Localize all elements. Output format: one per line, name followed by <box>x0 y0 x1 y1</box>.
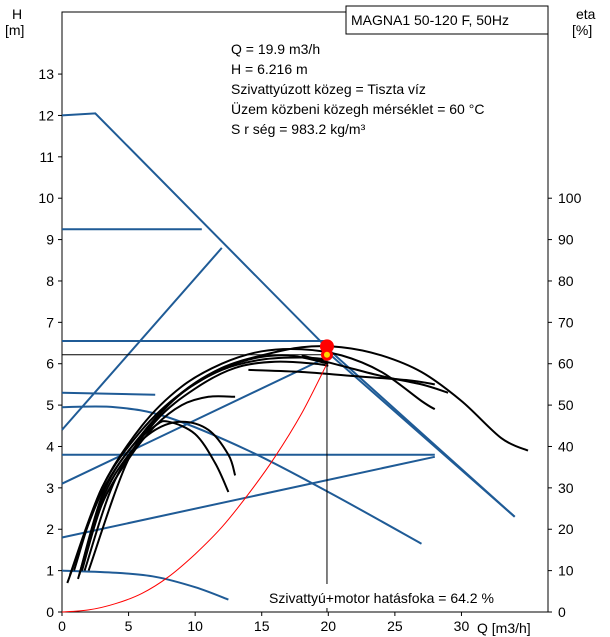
pump-curve <box>77 420 237 580</box>
left-tick-label: 3 <box>46 480 54 496</box>
info-density: S r ség = 983.2 kg/m³ <box>231 121 366 137</box>
duty-efficiency-marker <box>319 339 334 354</box>
right-tick-label: 40 <box>558 438 574 454</box>
duty-point-group <box>62 339 334 612</box>
left-tick-label: 7 <box>46 314 54 330</box>
left-tick-label: 13 <box>38 66 54 82</box>
efficiency-note: Szivattyú+motor hatásfoka = 64.2 % <box>269 590 494 606</box>
x-tick-label: 30 <box>454 618 470 634</box>
pump-curve <box>83 360 329 571</box>
x-tick-label: 0 <box>58 618 66 634</box>
control-curve <box>61 405 422 545</box>
right-tick-label: 60 <box>558 356 574 372</box>
system-curve <box>61 363 328 613</box>
info-fluid: Szivattyúzott közeg = Tiszta víz <box>231 81 426 97</box>
pump-curve <box>78 420 230 576</box>
right-tick-label: 30 <box>558 480 574 496</box>
pump-curve <box>73 356 329 571</box>
left-axis-label-1: H <box>12 6 22 22</box>
x-tick-label: 20 <box>321 618 337 634</box>
info-flow: Q = 19.9 m3/h <box>231 41 320 57</box>
left-tick-label: 11 <box>39 149 54 165</box>
left-tick-label: 10 <box>38 190 54 206</box>
left-tick-label: 8 <box>46 273 54 289</box>
control-curve <box>61 569 229 601</box>
right-tick-label: 90 <box>558 232 574 248</box>
efficiency-note-box <box>263 584 545 608</box>
pump-curves <box>66 345 529 584</box>
left-tick-label: 12 <box>38 107 54 123</box>
plot-frame <box>61 11 549 613</box>
info-temperature: Üzem közbeni közegh mérséklet = 60 °C <box>231 100 484 117</box>
control-curve <box>61 112 516 518</box>
pump-curve <box>87 354 329 571</box>
chart-title: MAGNA1 50-120 F, 50Hz <box>351 12 509 28</box>
pump-curve <box>248 368 435 386</box>
right-tick-label: 70 <box>558 314 574 330</box>
x-tick-label: 25 <box>387 618 403 634</box>
system-curve-group <box>61 363 328 613</box>
left-tick-label: 2 <box>46 521 54 537</box>
left-tick-label: 6 <box>46 356 54 372</box>
right-axis-label-2: [%] <box>572 22 592 38</box>
control-curves <box>61 112 516 601</box>
duty-point-center <box>323 351 330 358</box>
x-tick-label: 10 <box>187 618 203 634</box>
control-curve <box>61 247 223 431</box>
left-tick-label: 1 <box>46 563 54 579</box>
right-tick-label: 50 <box>558 397 574 413</box>
right-tick-label: 80 <box>558 273 574 289</box>
control-curve <box>61 455 436 539</box>
pump-curve <box>81 395 236 571</box>
title-box <box>345 5 549 35</box>
pump-curve <box>301 354 449 394</box>
x-axis-label: Q [m3/h] <box>477 620 531 636</box>
right-tick-label: 100 <box>558 190 582 206</box>
right-tick-label: 0 <box>558 604 566 620</box>
right-axis-label-1: eta <box>576 6 596 22</box>
x-tick-label: 5 <box>125 618 133 634</box>
info-head: H = 6.216 m <box>231 61 308 77</box>
axis-ticks: 0123456789101112130102030405060708090100… <box>38 66 581 634</box>
left-tick-label: 9 <box>46 232 54 248</box>
left-tick-label: 5 <box>46 397 54 413</box>
x-tick-label: 15 <box>254 618 270 634</box>
pump-curve <box>66 345 529 584</box>
right-tick-label: 20 <box>558 521 574 537</box>
control-curve <box>61 391 156 396</box>
right-tick-label: 10 <box>558 563 574 579</box>
left-tick-label: 0 <box>46 604 54 620</box>
left-tick-label: 4 <box>46 438 54 454</box>
left-axis-label-2: [m] <box>5 22 24 38</box>
